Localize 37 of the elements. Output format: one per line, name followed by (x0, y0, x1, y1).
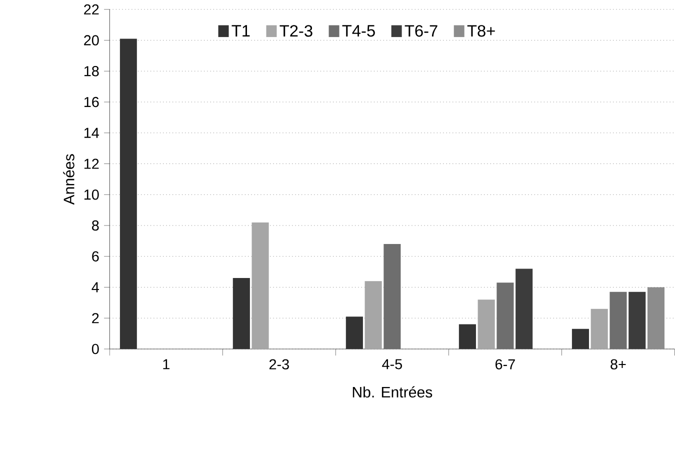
bar (458, 324, 476, 349)
bar (628, 292, 646, 349)
x-tick-label: 2-3 (269, 359, 289, 370)
legend-label: T2-3 (280, 25, 312, 37)
legend-label: T4-5 (342, 25, 375, 37)
bar (572, 328, 589, 349)
y-tick-label: 18 (84, 66, 99, 76)
bar (610, 292, 627, 349)
bar (346, 316, 363, 349)
bar (590, 308, 608, 349)
y-tick-label: 6 (92, 251, 99, 262)
y-tick-label: 22 (84, 4, 99, 14)
bar (252, 222, 269, 349)
legend-label: T1 (232, 25, 250, 36)
y-tick-label: 12 (84, 158, 99, 169)
y-tick-label: 2 (92, 313, 99, 324)
y-tick-label: 8 (92, 220, 99, 231)
bar (232, 278, 250, 349)
y-tick-label: 10 (84, 190, 99, 200)
bar (478, 300, 495, 349)
x-tick-label: 4-5 (382, 359, 402, 370)
legend-label: T8+ (467, 25, 495, 37)
y-tick-label: 14 (84, 128, 99, 138)
x-axis-title: Nb. Entrées (352, 386, 432, 398)
y-tick-label: 16 (84, 96, 99, 108)
y-axis-title: Années (63, 154, 74, 205)
x-tick-label: 8+ (610, 359, 626, 370)
y-tick-label: 20 (84, 35, 99, 46)
bar (516, 268, 533, 349)
bar (364, 281, 382, 349)
y-tick-label: 0 (92, 344, 99, 354)
x-tick-label: 6-7 (496, 359, 515, 370)
x-tick-label: 1 (163, 359, 170, 370)
y-tick-label: 4 (92, 282, 99, 292)
bar (120, 38, 137, 349)
bar (647, 287, 665, 349)
legend-label: T6-7 (404, 25, 438, 37)
